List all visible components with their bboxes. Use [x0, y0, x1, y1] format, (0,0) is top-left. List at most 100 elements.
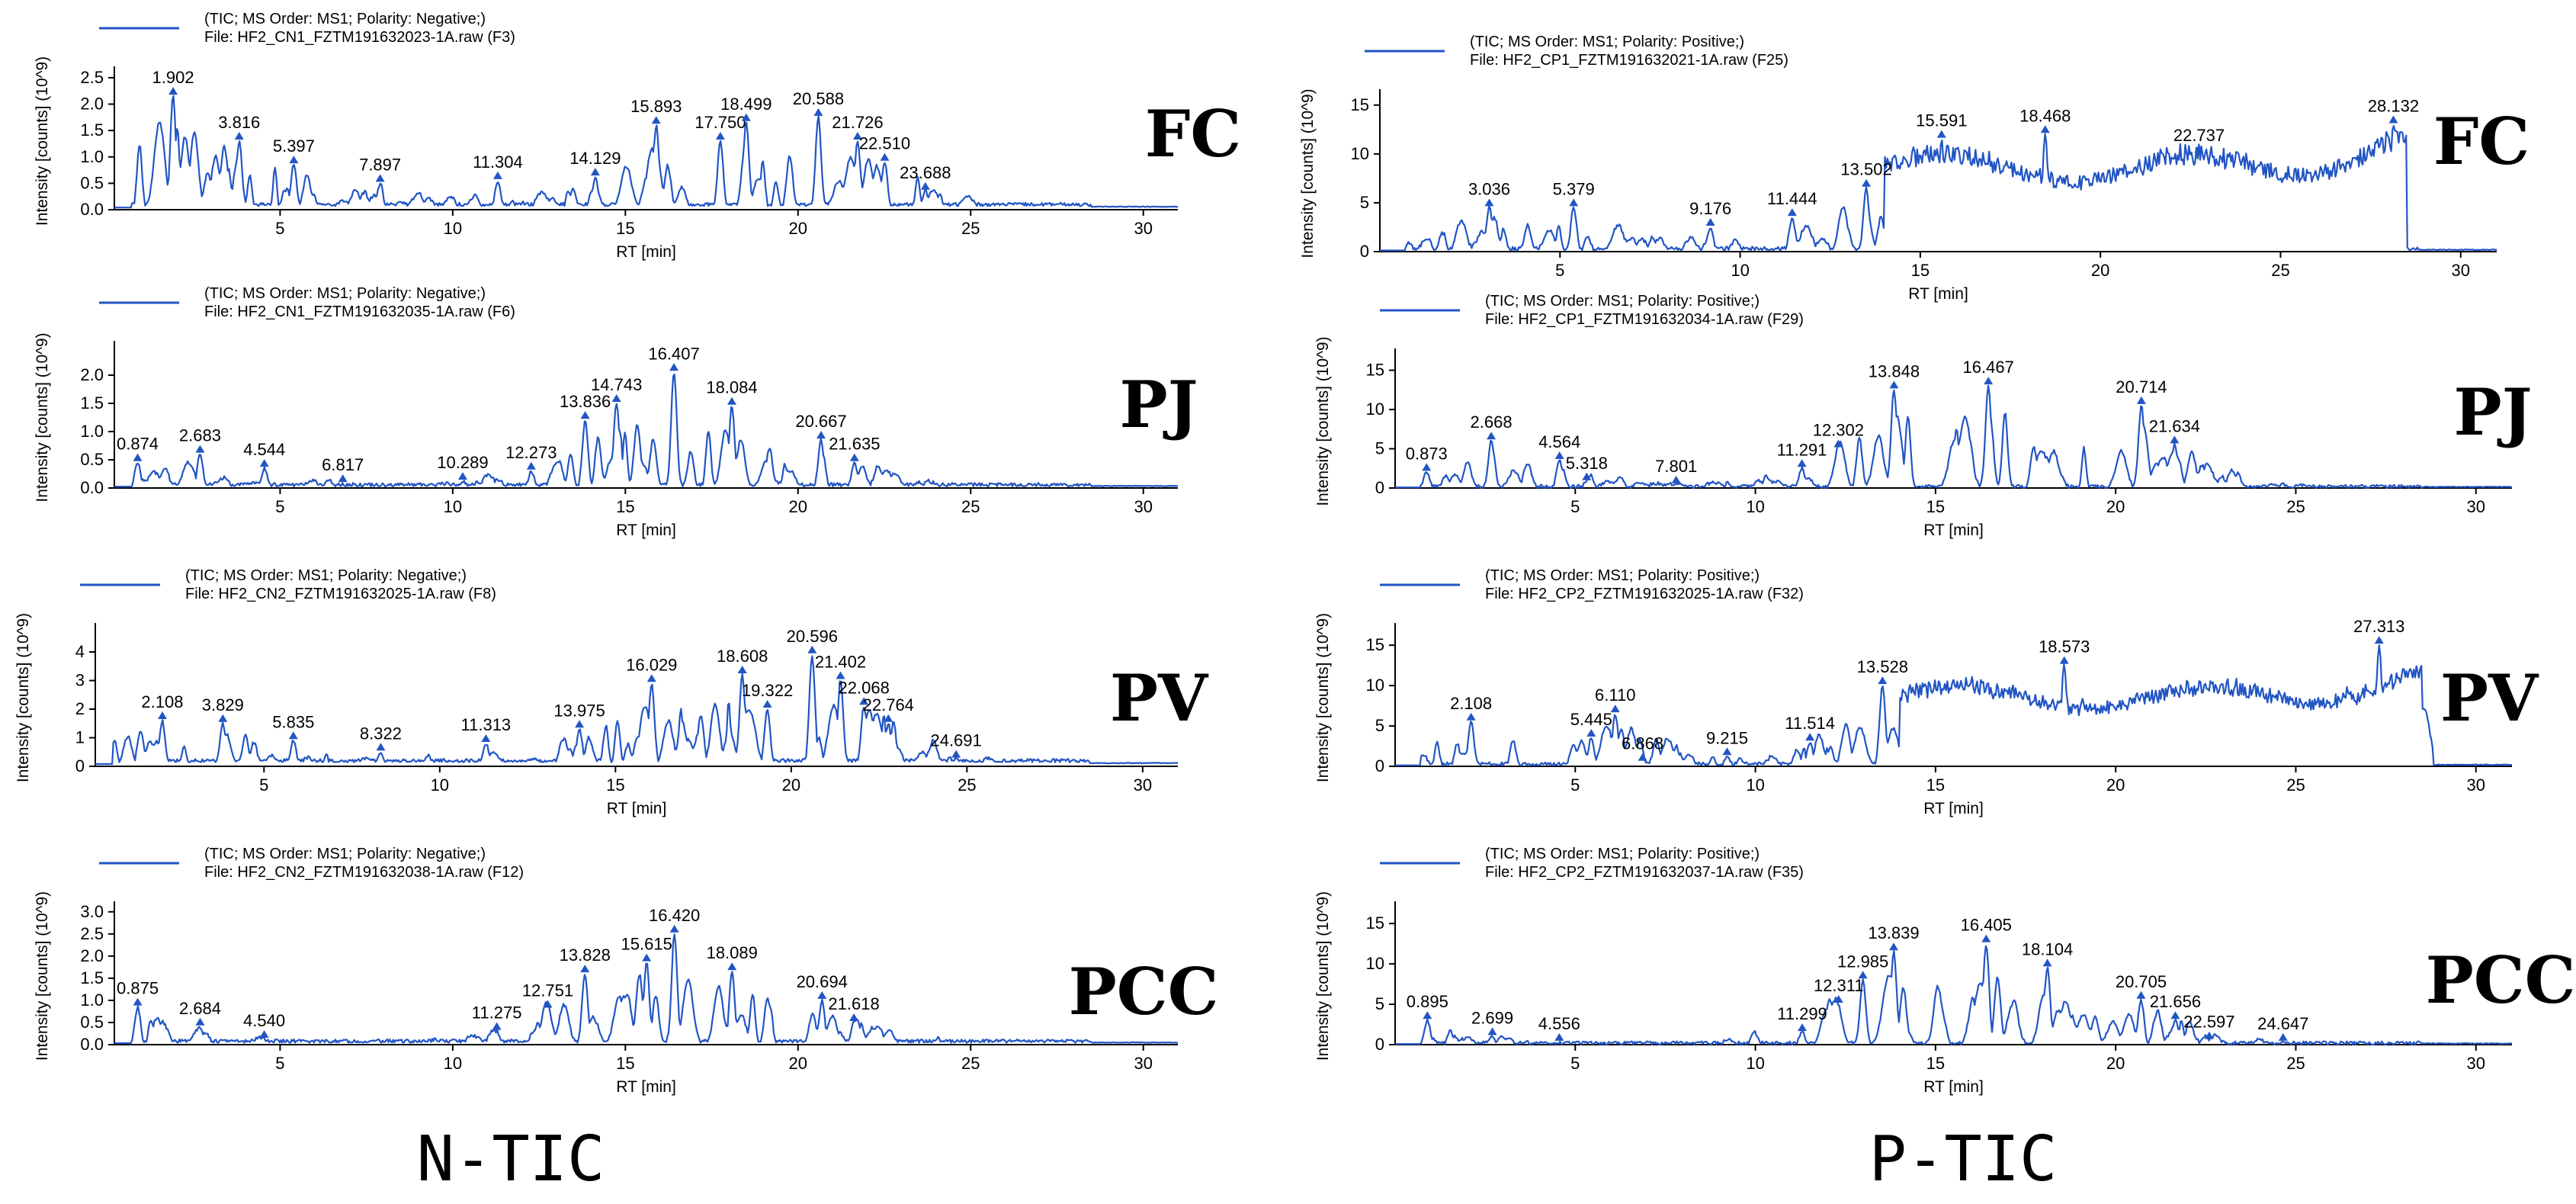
x-tick-label: 20	[2106, 775, 2125, 795]
y-axis-label: Intensity [counts] (10^9)	[1314, 336, 1332, 506]
peak-label: 5.397	[273, 136, 315, 156]
peak-label: 21.635	[829, 435, 880, 454]
x-tick-label: 30	[2466, 1054, 2485, 1073]
y-tick-label: 2.5	[80, 68, 104, 87]
peak-label: 20.705	[2116, 972, 2167, 991]
sample-tag: PCC	[1069, 954, 1219, 1029]
y-tick-label: 15	[1366, 913, 1384, 933]
y-tick-label: 10	[1366, 676, 1384, 695]
peak-marker	[1722, 747, 1732, 756]
peak-marker	[288, 731, 298, 740]
x-tick-label: 20	[789, 497, 807, 516]
x-tick-label: 10	[444, 1054, 462, 1073]
peak-label: 2.108	[1450, 694, 1492, 713]
peak-label: 19.322	[742, 681, 793, 700]
y-tick-label: 0.0	[80, 200, 104, 219]
peak-marker	[376, 743, 386, 751]
y-axis-label: Intensity [counts] (10^9)	[1314, 891, 1332, 1061]
peak-label: 1.902	[152, 68, 194, 87]
n-tic-caption: N-TIC	[417, 1123, 605, 1196]
peak-marker	[1569, 198, 1579, 207]
peak-label: 22.764	[863, 695, 914, 714]
peak-marker	[611, 394, 621, 402]
peak-marker	[457, 472, 467, 480]
legend-entry: File: HF2_CN1_FZTM191632035-1A.raw (F6)	[204, 303, 515, 320]
peak-label: 12.273	[505, 443, 557, 462]
peak-marker	[1889, 942, 1899, 951]
peak-label: 21.726	[832, 113, 883, 132]
peak-label: 15.893	[630, 97, 682, 116]
x-tick-label: 10	[431, 775, 449, 795]
peak-label: 4.544	[243, 440, 285, 459]
peak-marker	[2170, 435, 2180, 444]
peak-marker	[1487, 1027, 1497, 1035]
y-tick-label: 0	[1360, 242, 1369, 261]
x-tick-label: 15	[616, 497, 634, 516]
y-tick-label: 5	[1375, 439, 1384, 458]
x-tick-label: 30	[2451, 261, 2469, 280]
peak-marker	[715, 132, 725, 140]
peak-label: 11.444	[1767, 189, 1817, 208]
peak-label: 21.634	[2149, 416, 2200, 435]
peak-marker	[2388, 115, 2398, 124]
tic-trace	[1380, 124, 2497, 252]
x-tick-label: 25	[961, 497, 980, 516]
y-axis-label: Intensity [counts] (10^9)	[34, 891, 51, 1061]
y-tick-label: 0	[1375, 478, 1384, 497]
peak-marker	[1936, 130, 1946, 138]
peak-label: 24.691	[930, 731, 981, 750]
peak-marker	[234, 132, 244, 140]
peak-marker	[816, 431, 826, 439]
peak-label: 12.751	[522, 981, 573, 1000]
y-tick-label: 3	[75, 671, 85, 690]
y-tick-label: 0	[1375, 756, 1384, 775]
peak-marker	[1554, 451, 1564, 459]
y-tick-label: 2.0	[80, 95, 104, 114]
peak-marker	[157, 711, 167, 719]
x-axis-label: RT [min]	[1923, 1078, 1984, 1096]
peak-marker	[338, 474, 348, 483]
x-tick-label: 15	[616, 219, 634, 238]
legend-entry: File: HF2_CP2_FZTM191632037-1A.raw (F35)	[1485, 864, 1804, 881]
peak-marker	[492, 171, 502, 179]
y-tick-label: 10	[1366, 954, 1384, 973]
peak-marker	[1422, 463, 1432, 471]
peak-label: 13.828	[560, 946, 611, 965]
legend-entry: File: HF2_CN2_FZTM191632038-1A.raw (F12)	[204, 864, 524, 881]
x-tick-label: 20	[782, 775, 800, 795]
peak-label: 4.540	[243, 1011, 285, 1030]
tic-trace	[1395, 644, 2513, 767]
peak-marker	[1487, 432, 1497, 440]
peak-marker	[492, 1022, 502, 1030]
peak-marker	[1797, 1023, 1807, 1032]
peak-marker	[1466, 712, 1476, 721]
peak-label: 13.502	[1840, 160, 1891, 179]
y-tick-label: 5	[1375, 716, 1384, 735]
peak-marker	[1862, 178, 1872, 187]
peak-label: 22.597	[2183, 1013, 2234, 1032]
peak-marker	[133, 997, 143, 1006]
peak-marker	[669, 363, 679, 371]
peak-marker	[642, 953, 652, 962]
peak-marker	[807, 645, 817, 653]
peak-label: 0.874	[117, 435, 159, 454]
peak-marker	[741, 113, 751, 121]
peak-marker	[920, 181, 930, 190]
x-tick-label: 10	[1746, 1054, 1764, 1073]
tic-trace	[1395, 384, 2513, 490]
sample-tag: PV	[2440, 660, 2539, 736]
chart-panel-p_pcc: 5 10 15 20 25 30 0 5 10 15 RT [min] Intensity [coun…	[1314, 846, 2575, 1096]
x-tick-label: 25	[961, 1054, 980, 1073]
p-tic-caption: P-TIC	[1869, 1123, 2058, 1196]
x-tick-label: 15	[1926, 775, 1945, 795]
peak-marker	[2042, 958, 2052, 967]
y-tick-label: 10	[1351, 144, 1369, 163]
legend-entry: File: HF2_CN2_FZTM191632025-1A.raw (F8)	[185, 586, 496, 602]
legend-entry: (TIC; MS Order: MS1; Polarity: Negative;…	[204, 285, 486, 302]
peak-marker	[168, 87, 178, 95]
y-tick-label: 15	[1366, 635, 1384, 654]
peak-label: 3.829	[202, 695, 244, 714]
x-tick-label: 15	[1926, 497, 1945, 516]
peak-label: 12.985	[1837, 952, 1888, 971]
legend-entry: File: HF2_CN1_FZTM191632023-1A.raw (F3)	[204, 29, 515, 46]
